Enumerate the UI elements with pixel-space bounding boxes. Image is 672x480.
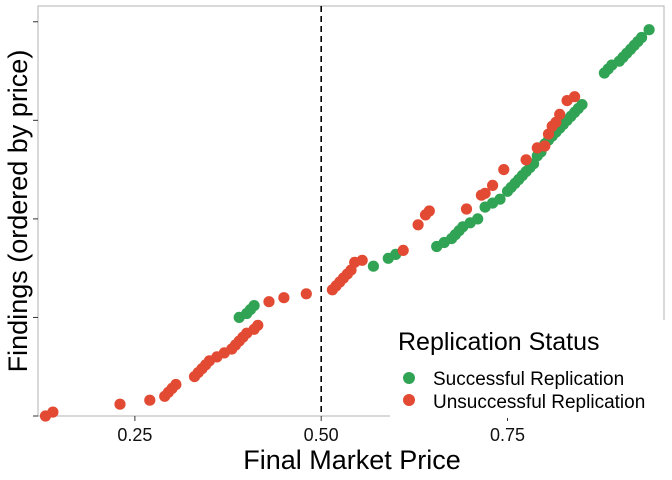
point-successful [248, 300, 260, 312]
point-unsuccessful [300, 288, 312, 300]
legend-label-unsuccessful: Unsuccessful Replication [433, 392, 645, 413]
x-tick-label: 0.25 [117, 425, 152, 445]
point-unsuccessful [47, 406, 59, 418]
point-unsuccessful [397, 244, 409, 256]
legend-background [390, 320, 670, 418]
data-points [39, 24, 655, 422]
legend-label-successful: Successful Replication [433, 369, 624, 390]
point-unsuccessful [554, 108, 566, 120]
point-unsuccessful [423, 205, 435, 217]
point-unsuccessful [144, 394, 156, 406]
point-unsuccessful [498, 164, 510, 176]
legend-key-unsuccessful [403, 394, 415, 406]
point-unsuccessful [460, 203, 473, 215]
point-unsuccessful [252, 319, 264, 331]
x-tick-label: 0.50 [304, 425, 339, 445]
point-successful [636, 31, 648, 44]
point-unsuccessful [114, 398, 126, 410]
point-successful [472, 213, 484, 225]
point-unsuccessful [569, 91, 581, 103]
point-unsuccessful [263, 296, 275, 308]
point-successful [367, 260, 379, 272]
x-axis-title: Final Market Price [243, 445, 461, 475]
x-axis-ticks: 0.25 0.50 0.75 [117, 416, 525, 445]
y-axis-title: Findings (ordered by price) [3, 50, 33, 373]
point-unsuccessful [520, 154, 532, 166]
point-unsuccessful [278, 292, 290, 304]
point-unsuccessful [170, 378, 182, 391]
point-successful [643, 24, 655, 36]
point-unsuccessful [479, 187, 491, 199]
legend: Replication Status Successful Replicatio… [390, 320, 670, 418]
point-successful [576, 99, 588, 111]
point-unsuccessful [487, 179, 499, 191]
legend-title: Replication Status [398, 328, 600, 356]
y-axis-ticks [33, 21, 38, 417]
point-unsuccessful [412, 219, 424, 231]
point-unsuccessful [356, 254, 368, 266]
x-tick-label: 0.75 [490, 425, 525, 445]
legend-key-successful [403, 372, 415, 384]
point-successful [494, 193, 506, 205]
point-unsuccessful [539, 140, 551, 152]
